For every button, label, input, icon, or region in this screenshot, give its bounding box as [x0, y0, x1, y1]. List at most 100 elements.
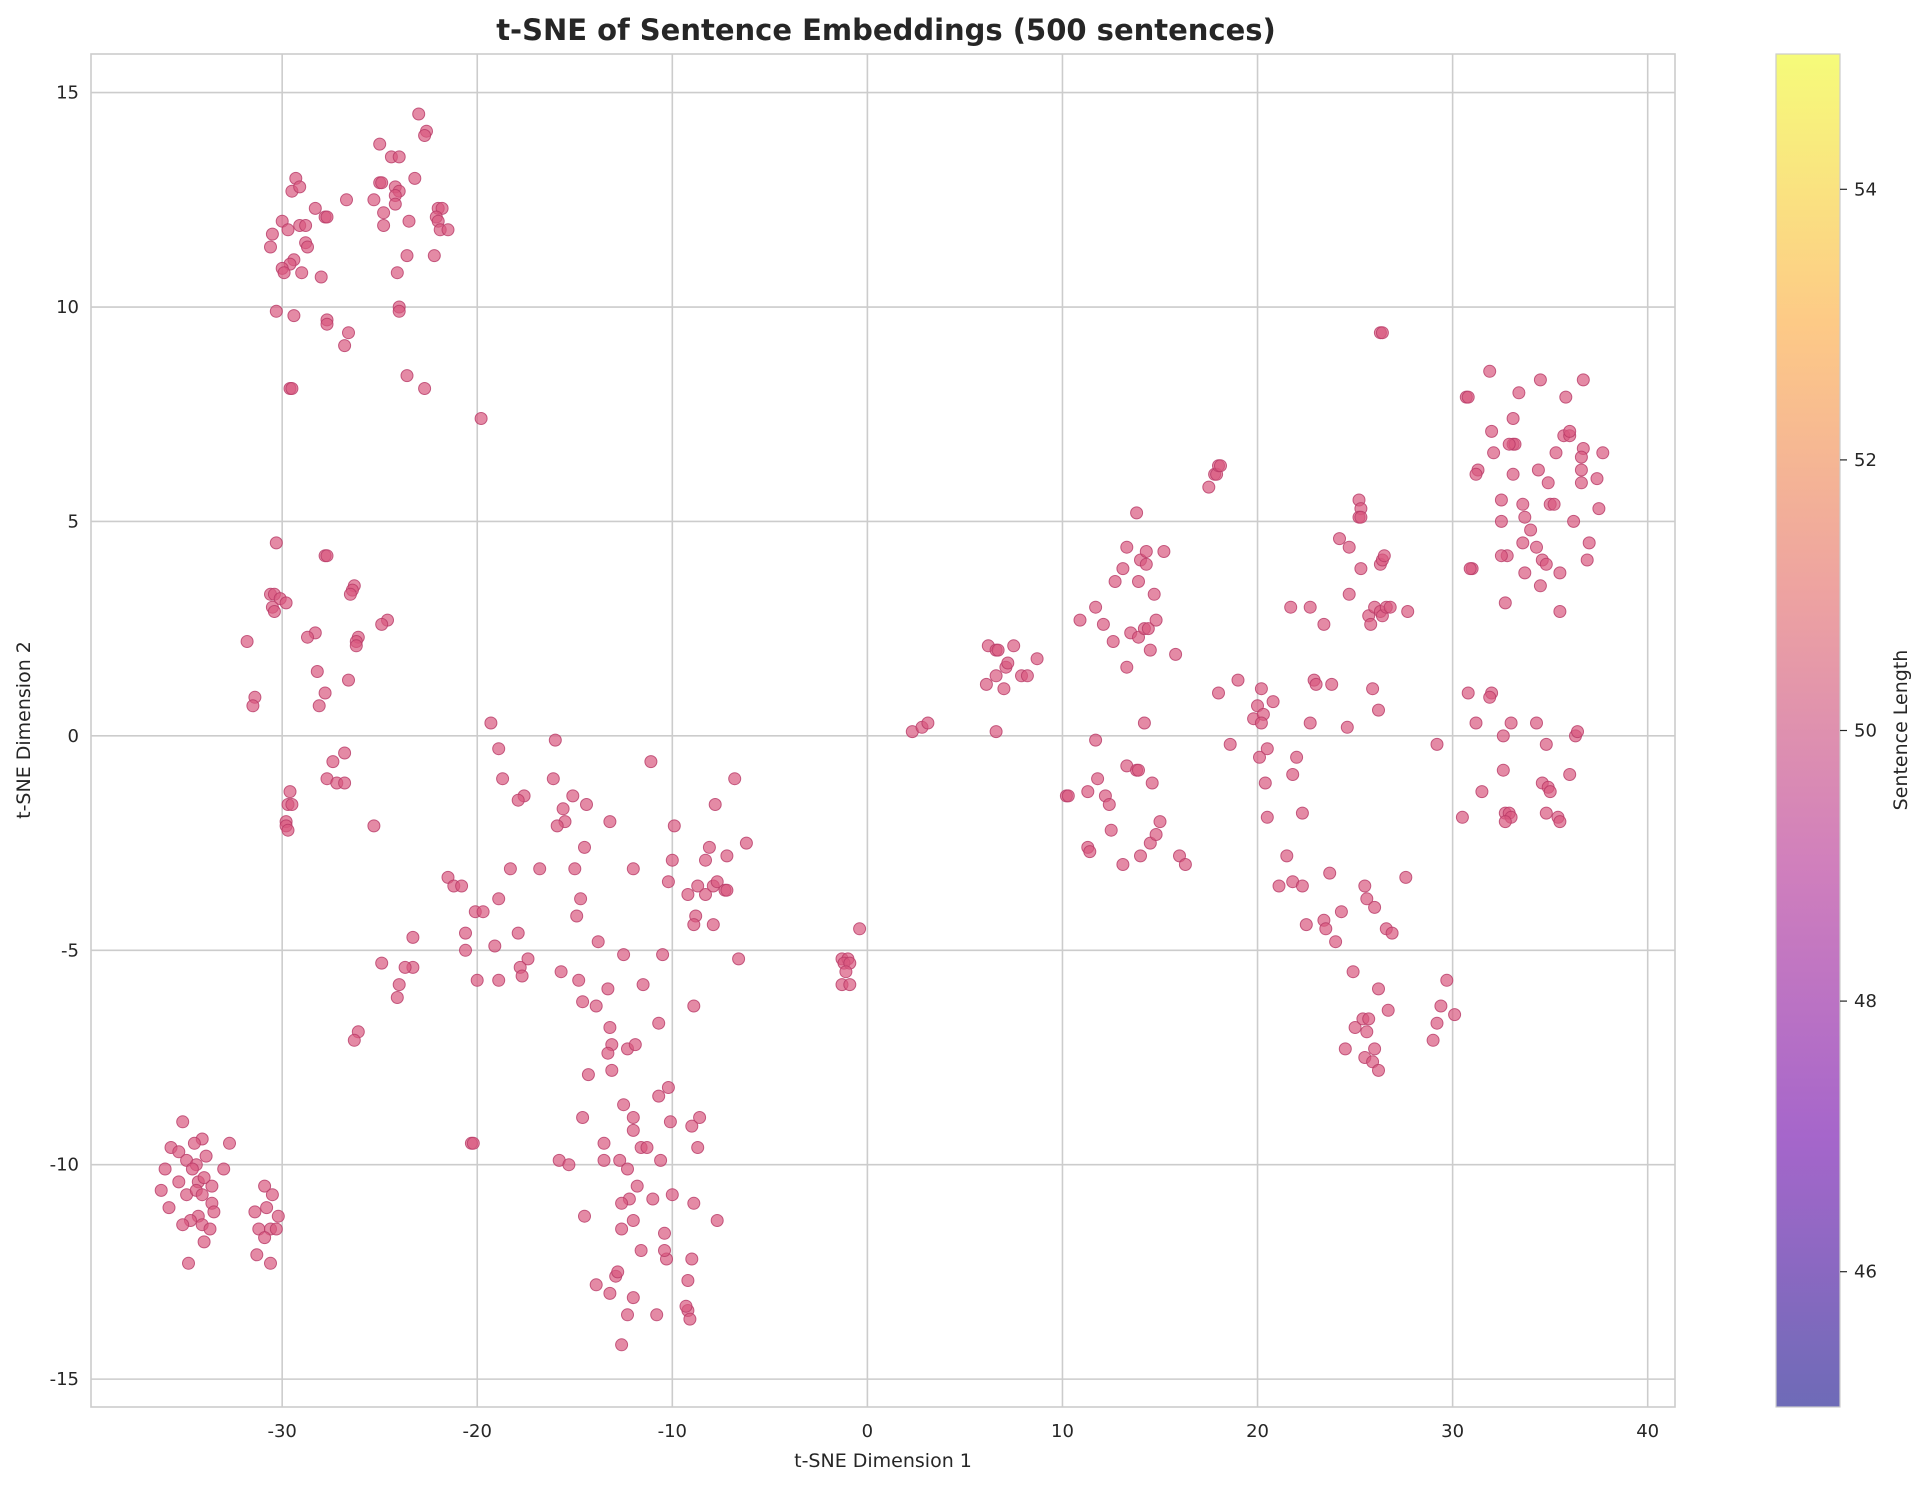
data-point: [484, 716, 498, 730]
data-point: [1590, 472, 1604, 486]
data-point: [511, 926, 525, 940]
data-point: [640, 1141, 654, 1154]
data-point: [470, 973, 484, 987]
data-point: [264, 240, 277, 254]
data-point: [591, 935, 605, 949]
data-point: [459, 943, 472, 957]
data-point: [1401, 605, 1415, 618]
data-point: [630, 1179, 644, 1193]
data-point: [1539, 737, 1553, 751]
data-point: [1563, 424, 1577, 438]
data-point: [1329, 935, 1343, 949]
data-point: [310, 665, 324, 678]
data-point: [338, 776, 352, 790]
data-point: [665, 853, 679, 867]
data-point: [1496, 763, 1510, 777]
data-point: [488, 939, 502, 953]
data-point: [1360, 1025, 1374, 1039]
data-point: [601, 1046, 615, 1060]
data-point: [195, 1188, 209, 1202]
data-point: [1254, 682, 1268, 696]
data-point: [207, 1205, 221, 1219]
data-point: [679, 1299, 693, 1313]
data-point: [1512, 386, 1526, 400]
data-point: [314, 270, 328, 284]
data-point: [1325, 677, 1339, 691]
data-point: [562, 1158, 576, 1172]
data-point: [1448, 1008, 1462, 1022]
data-point: [652, 1016, 666, 1030]
data-point: [1377, 549, 1391, 563]
data-point: [691, 879, 705, 893]
data-point: [1530, 540, 1543, 554]
data-point: [603, 1021, 617, 1034]
data-point: [628, 1038, 642, 1052]
data-point: [441, 223, 455, 237]
colorbar-tick-label: 54: [1854, 179, 1877, 200]
data-point: [1342, 587, 1356, 601]
data-point: [626, 1214, 640, 1227]
data-point: [1280, 849, 1294, 863]
data-point: [1596, 446, 1610, 460]
x-tick-label: -20: [463, 1421, 492, 1442]
data-point: [1485, 424, 1499, 438]
data-point: [1147, 587, 1161, 601]
grid: [91, 54, 1675, 1407]
data-point: [603, 1286, 617, 1300]
data-point: [556, 802, 570, 816]
data-point: [1533, 373, 1547, 387]
data-point: [989, 669, 1003, 683]
data-point: [1531, 463, 1545, 477]
data-point: [1116, 562, 1130, 576]
data-point: [377, 206, 391, 220]
data-point: [1494, 514, 1508, 528]
data-point: [388, 197, 402, 211]
data-point: [1323, 866, 1337, 880]
data-point: [1202, 480, 1216, 494]
data-point: [1254, 716, 1268, 730]
y-tick-label: 10: [56, 297, 79, 318]
data-point: [1358, 879, 1372, 893]
data-point: [580, 798, 593, 811]
data-point: [1137, 716, 1151, 730]
data-point: [176, 1218, 190, 1232]
y-tick-label: -5: [61, 940, 79, 961]
data-point: [1563, 768, 1577, 781]
data-point: [390, 266, 404, 280]
data-point: [347, 1033, 361, 1047]
y-axis-label: t-SNE Dimension 2: [13, 641, 35, 819]
data-point: [1574, 463, 1588, 477]
data-point: [1539, 806, 1553, 820]
data-point: [1571, 725, 1584, 739]
y-tick-label: -15: [50, 1369, 79, 1390]
data-point: [187, 1136, 201, 1150]
data-point: [650, 1308, 664, 1322]
data-point: [687, 1196, 701, 1210]
data-point: [1553, 605, 1567, 618]
data-point: [320, 210, 334, 224]
data-point: [1516, 497, 1530, 511]
data-point: [1334, 905, 1348, 919]
data-point: [1483, 690, 1497, 704]
data-point: [265, 1188, 279, 1202]
data-point: [1381, 1003, 1395, 1017]
data-point: [349, 639, 363, 653]
data-point: [681, 888, 695, 901]
data-point: [515, 969, 529, 983]
data-point: [1455, 810, 1469, 824]
data-point: [406, 930, 420, 944]
data-point: [1576, 373, 1590, 387]
data-point: [246, 699, 260, 713]
colorbar-tick-label: 52: [1854, 450, 1877, 471]
data-point: [1132, 575, 1145, 588]
data-point: [626, 1291, 640, 1305]
data-point: [318, 686, 332, 700]
data-point: [1375, 326, 1389, 340]
data-point: [392, 304, 406, 318]
data-point: [1333, 532, 1346, 546]
data-point: [636, 978, 650, 992]
data-point: [240, 635, 254, 648]
data-point: [338, 339, 352, 353]
data-point: [1567, 514, 1581, 528]
